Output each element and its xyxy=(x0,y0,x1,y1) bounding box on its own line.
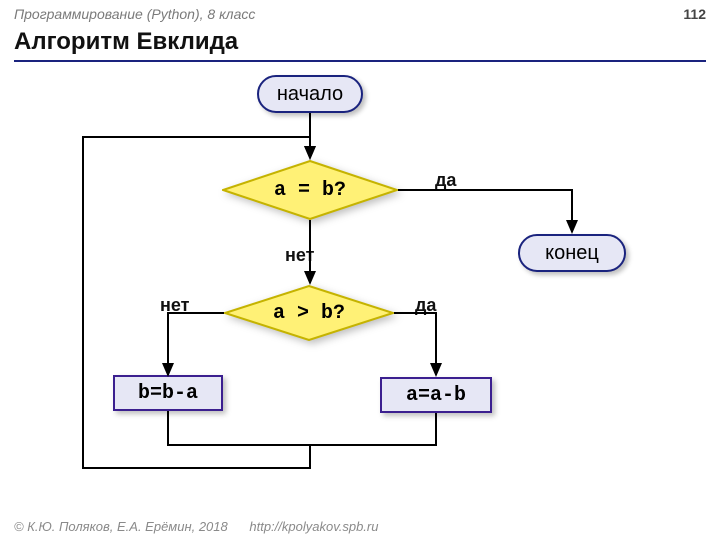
flow-decision-a-eq-b: a = b? xyxy=(222,160,398,220)
edge-label-cond2-no: нет xyxy=(160,295,189,316)
edge-label-cond2-yes: да xyxy=(415,295,436,316)
flow-decision-a-eq-b-label: a = b? xyxy=(222,160,398,220)
page-number: 112 xyxy=(683,6,706,22)
flow-end-terminator: конец xyxy=(518,234,626,272)
edge-label-cond1-no: нет xyxy=(285,245,314,266)
flow-start-label: начало xyxy=(277,83,343,106)
footer-url: http://kpolyakov.spb.ru xyxy=(249,519,378,534)
edge-label-cond1-yes: да xyxy=(435,170,456,191)
breadcrumb: Программирование (Python), 8 класс xyxy=(14,6,255,22)
flow-process-b-eq-b-minus-a: b=b-a xyxy=(113,375,223,411)
footer: © К.Ю. Поляков, Е.А. Ерёмин, 2018 http:/… xyxy=(14,519,378,534)
flow-start-terminator: начало xyxy=(257,75,363,113)
flow-decision-a-gt-b: a > b? xyxy=(224,285,394,341)
flow-process-right-label: a=a-b xyxy=(406,384,466,407)
footer-copyright: © К.Ю. Поляков, Е.А. Ерёмин, 2018 xyxy=(14,519,228,534)
flow-decision-a-gt-b-label: a > b? xyxy=(224,285,394,341)
flow-process-a-eq-a-minus-b: a=a-b xyxy=(380,377,492,413)
page-title: Алгоритм Евклида xyxy=(14,28,238,56)
title-rule xyxy=(14,60,706,62)
flow-process-left-label: b=b-a xyxy=(138,382,198,405)
flow-end-label: конец xyxy=(545,242,599,265)
